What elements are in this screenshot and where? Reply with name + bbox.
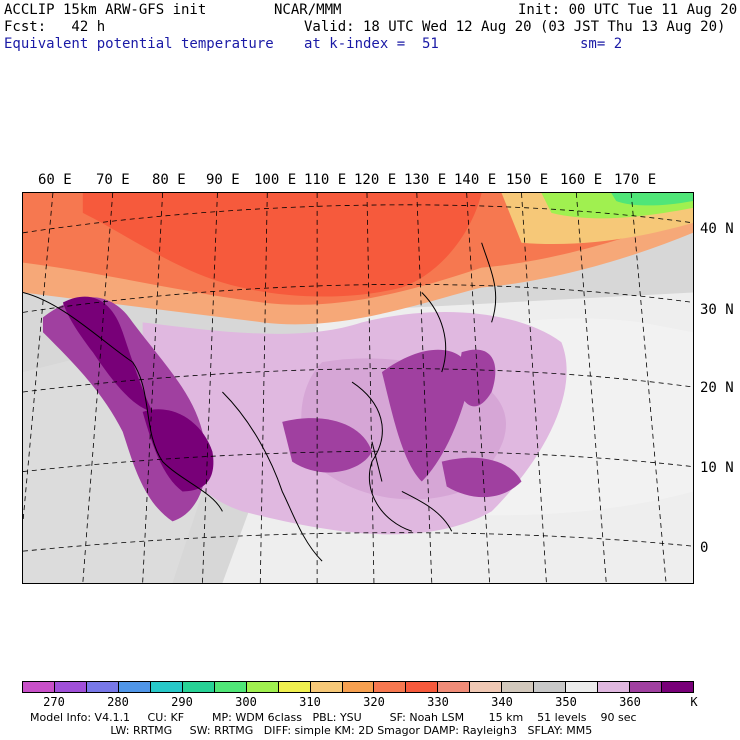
colorbar-swatch bbox=[246, 682, 279, 692]
colorbar bbox=[22, 681, 694, 693]
lon-label: 140 E bbox=[454, 172, 497, 188]
colorbar-tick: 330 bbox=[427, 695, 449, 709]
lon-label: 80 E bbox=[152, 172, 186, 188]
lon-label: 150 E bbox=[506, 172, 549, 188]
colorbar-tick: 310 bbox=[299, 695, 321, 709]
model-title: ACCLIP 15km ARW-GFS init bbox=[4, 2, 207, 18]
lat-label: 40 N bbox=[700, 221, 734, 237]
colorbar-tick: 290 bbox=[171, 695, 193, 709]
colorbar-swatch bbox=[182, 682, 215, 692]
lat-label: 20 N bbox=[700, 380, 734, 396]
colorbar-tick: 340 bbox=[491, 695, 513, 709]
lon-label: 170 E bbox=[614, 172, 657, 188]
organization-label: NCAR/MMM bbox=[274, 2, 342, 18]
colorbar-swatch bbox=[23, 682, 55, 692]
colorbar-swatch bbox=[310, 682, 343, 692]
level-label: at k-index = 51 bbox=[304, 36, 439, 52]
model-info-line2: LW: RRTMG SW: RRTMG DIFF: simple KM: 2D … bbox=[30, 724, 593, 737]
theta-e-map bbox=[22, 192, 694, 584]
colorbar-swatch bbox=[502, 682, 535, 692]
colorbar-swatch bbox=[630, 682, 663, 692]
colorbar-swatch bbox=[150, 682, 183, 692]
colorbar-tick: 280 bbox=[107, 695, 129, 709]
colorbar-swatch bbox=[438, 682, 471, 692]
lon-label: 70 E bbox=[96, 172, 130, 188]
model-info-line1: Model Info: V4.1.1 CU: KF MP: WDM 6class… bbox=[30, 711, 637, 724]
colorbar-swatch bbox=[406, 682, 439, 692]
colorbar-tick: 320 bbox=[363, 695, 385, 709]
colorbar-unit: K bbox=[690, 695, 698, 709]
colorbar-tick: 270 bbox=[43, 695, 65, 709]
colorbar-swatch bbox=[342, 682, 375, 692]
lat-label: 30 N bbox=[700, 302, 734, 318]
colorbar-swatch bbox=[598, 682, 631, 692]
lon-label: 90 E bbox=[206, 172, 240, 188]
lon-label: 120 E bbox=[354, 172, 397, 188]
colorbar-swatch bbox=[534, 682, 567, 692]
colorbar-swatch bbox=[54, 682, 87, 692]
colorbar-tick: 360 bbox=[619, 695, 641, 709]
field-name: Equivalent potential temperature bbox=[4, 36, 274, 52]
colorbar-swatch bbox=[86, 682, 119, 692]
lon-label: 110 E bbox=[304, 172, 347, 188]
lon-label: 60 E bbox=[38, 172, 72, 188]
lon-label: 160 E bbox=[560, 172, 603, 188]
init-time: Init: 00 UTC Tue 11 Aug 20 bbox=[518, 2, 738, 18]
colorbar-swatch bbox=[566, 682, 599, 692]
lon-label: 130 E bbox=[404, 172, 447, 188]
colorbar-swatch bbox=[214, 682, 247, 692]
lat-label: 0 bbox=[700, 540, 709, 556]
lat-label: 10 N bbox=[700, 460, 734, 476]
forecast-hour: Fcst: 42 h bbox=[4, 19, 106, 35]
lon-label: 100 E bbox=[254, 172, 297, 188]
colorbar-swatch bbox=[662, 682, 694, 692]
valid-time: Valid: 18 UTC Wed 12 Aug 20 (03 JST Thu … bbox=[304, 19, 726, 35]
colorbar-swatch bbox=[470, 682, 503, 692]
colorbar-swatch bbox=[118, 682, 151, 692]
colorbar-tick: 350 bbox=[555, 695, 577, 709]
colorbar-swatch bbox=[278, 682, 311, 692]
smoothing-label: sm= 2 bbox=[580, 36, 623, 52]
colorbar-swatch bbox=[374, 682, 407, 692]
colorbar-tick: 300 bbox=[235, 695, 257, 709]
